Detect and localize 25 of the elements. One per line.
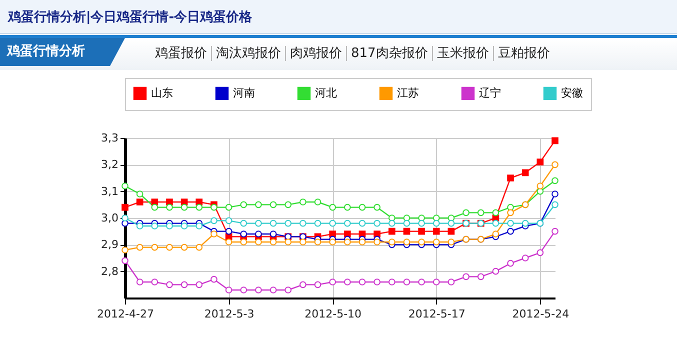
y-tick-label: 2,8 [101,264,118,278]
legend-label: 河北 [315,86,337,100]
y-tick-label: 3,3 [101,132,118,144]
text: 豆粕报价 [492,46,554,61]
chart-title: 鸡蛋行情分析|今日鸡蛋行情-今日鸡蛋价格 [8,9,252,26]
x-tick-label: 2012-4-27 [97,308,154,320]
legend-label: 安徽 [561,86,583,100]
x-tick-label: 2012-5-3 [204,308,254,320]
chart-subtitle: 鸡蛋行情分析 [0,38,125,66]
y-tick-label: 2,9 [101,238,118,252]
y-tick-label: 3,1 [101,184,118,198]
x-tick-label: 2012-5-17 [408,308,466,320]
legend-label: 山东 [151,86,173,100]
text: 鸡蛋报价 [155,46,208,61]
y-tick-label: 3,2 [101,158,118,172]
y-tick-label: 3,0 [101,212,118,224]
legend-label: 河南 [233,86,255,100]
x-tick-label: 2012-5-24 [512,308,570,320]
text: 817肉杂报价 [346,46,432,61]
x-tick-label: 2012-5-10 [304,308,362,320]
legend-label: 江苏 [397,86,419,100]
text: 玉米报价 [432,46,493,61]
legend-label: 辽宁 [479,86,501,100]
text: 肉鸡报价 [285,46,346,61]
text: 淘汰鸡报价 [211,46,285,61]
